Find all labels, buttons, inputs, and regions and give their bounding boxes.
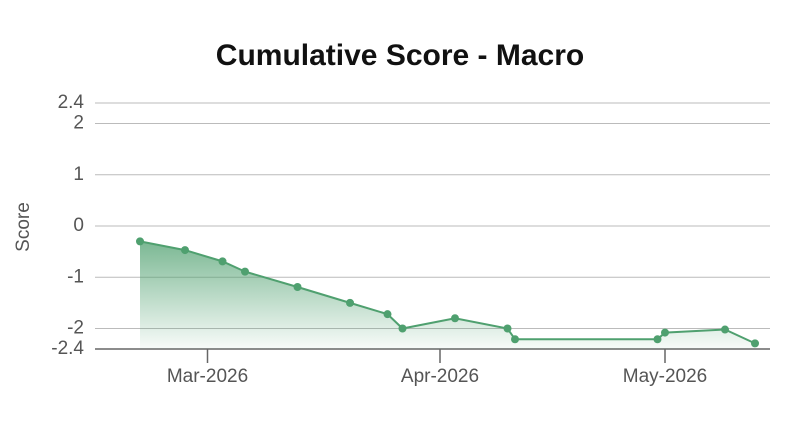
point	[136, 237, 144, 246]
point	[346, 298, 354, 307]
x-tick-label: Apr-2026	[401, 366, 479, 387]
y-tick-label: 1	[73, 164, 84, 185]
y-tick-label: -1	[67, 266, 84, 287]
point	[653, 335, 662, 344]
x-tick-label: Mar-2026	[167, 366, 248, 387]
point	[751, 339, 759, 348]
point	[661, 328, 669, 337]
point	[503, 324, 512, 333]
y-tick-label: 2	[73, 113, 84, 134]
x-tick-label: May-2026	[623, 366, 708, 387]
y-tick-label: 0	[73, 215, 84, 236]
y-tick-label: -2.4	[51, 338, 84, 359]
point	[218, 257, 227, 266]
point	[398, 324, 407, 333]
point	[451, 314, 459, 323]
point	[383, 310, 392, 319]
chart-title: Cumulative Score - Macro	[216, 39, 584, 72]
y-tick-label: -2	[67, 318, 84, 339]
point	[293, 282, 302, 291]
y-tick-label: 2.4	[58, 92, 85, 113]
area	[140, 241, 755, 349]
y-axis-label: Score	[13, 202, 34, 252]
point	[181, 246, 189, 255]
point	[511, 335, 519, 344]
point	[241, 267, 249, 276]
point	[721, 325, 729, 334]
